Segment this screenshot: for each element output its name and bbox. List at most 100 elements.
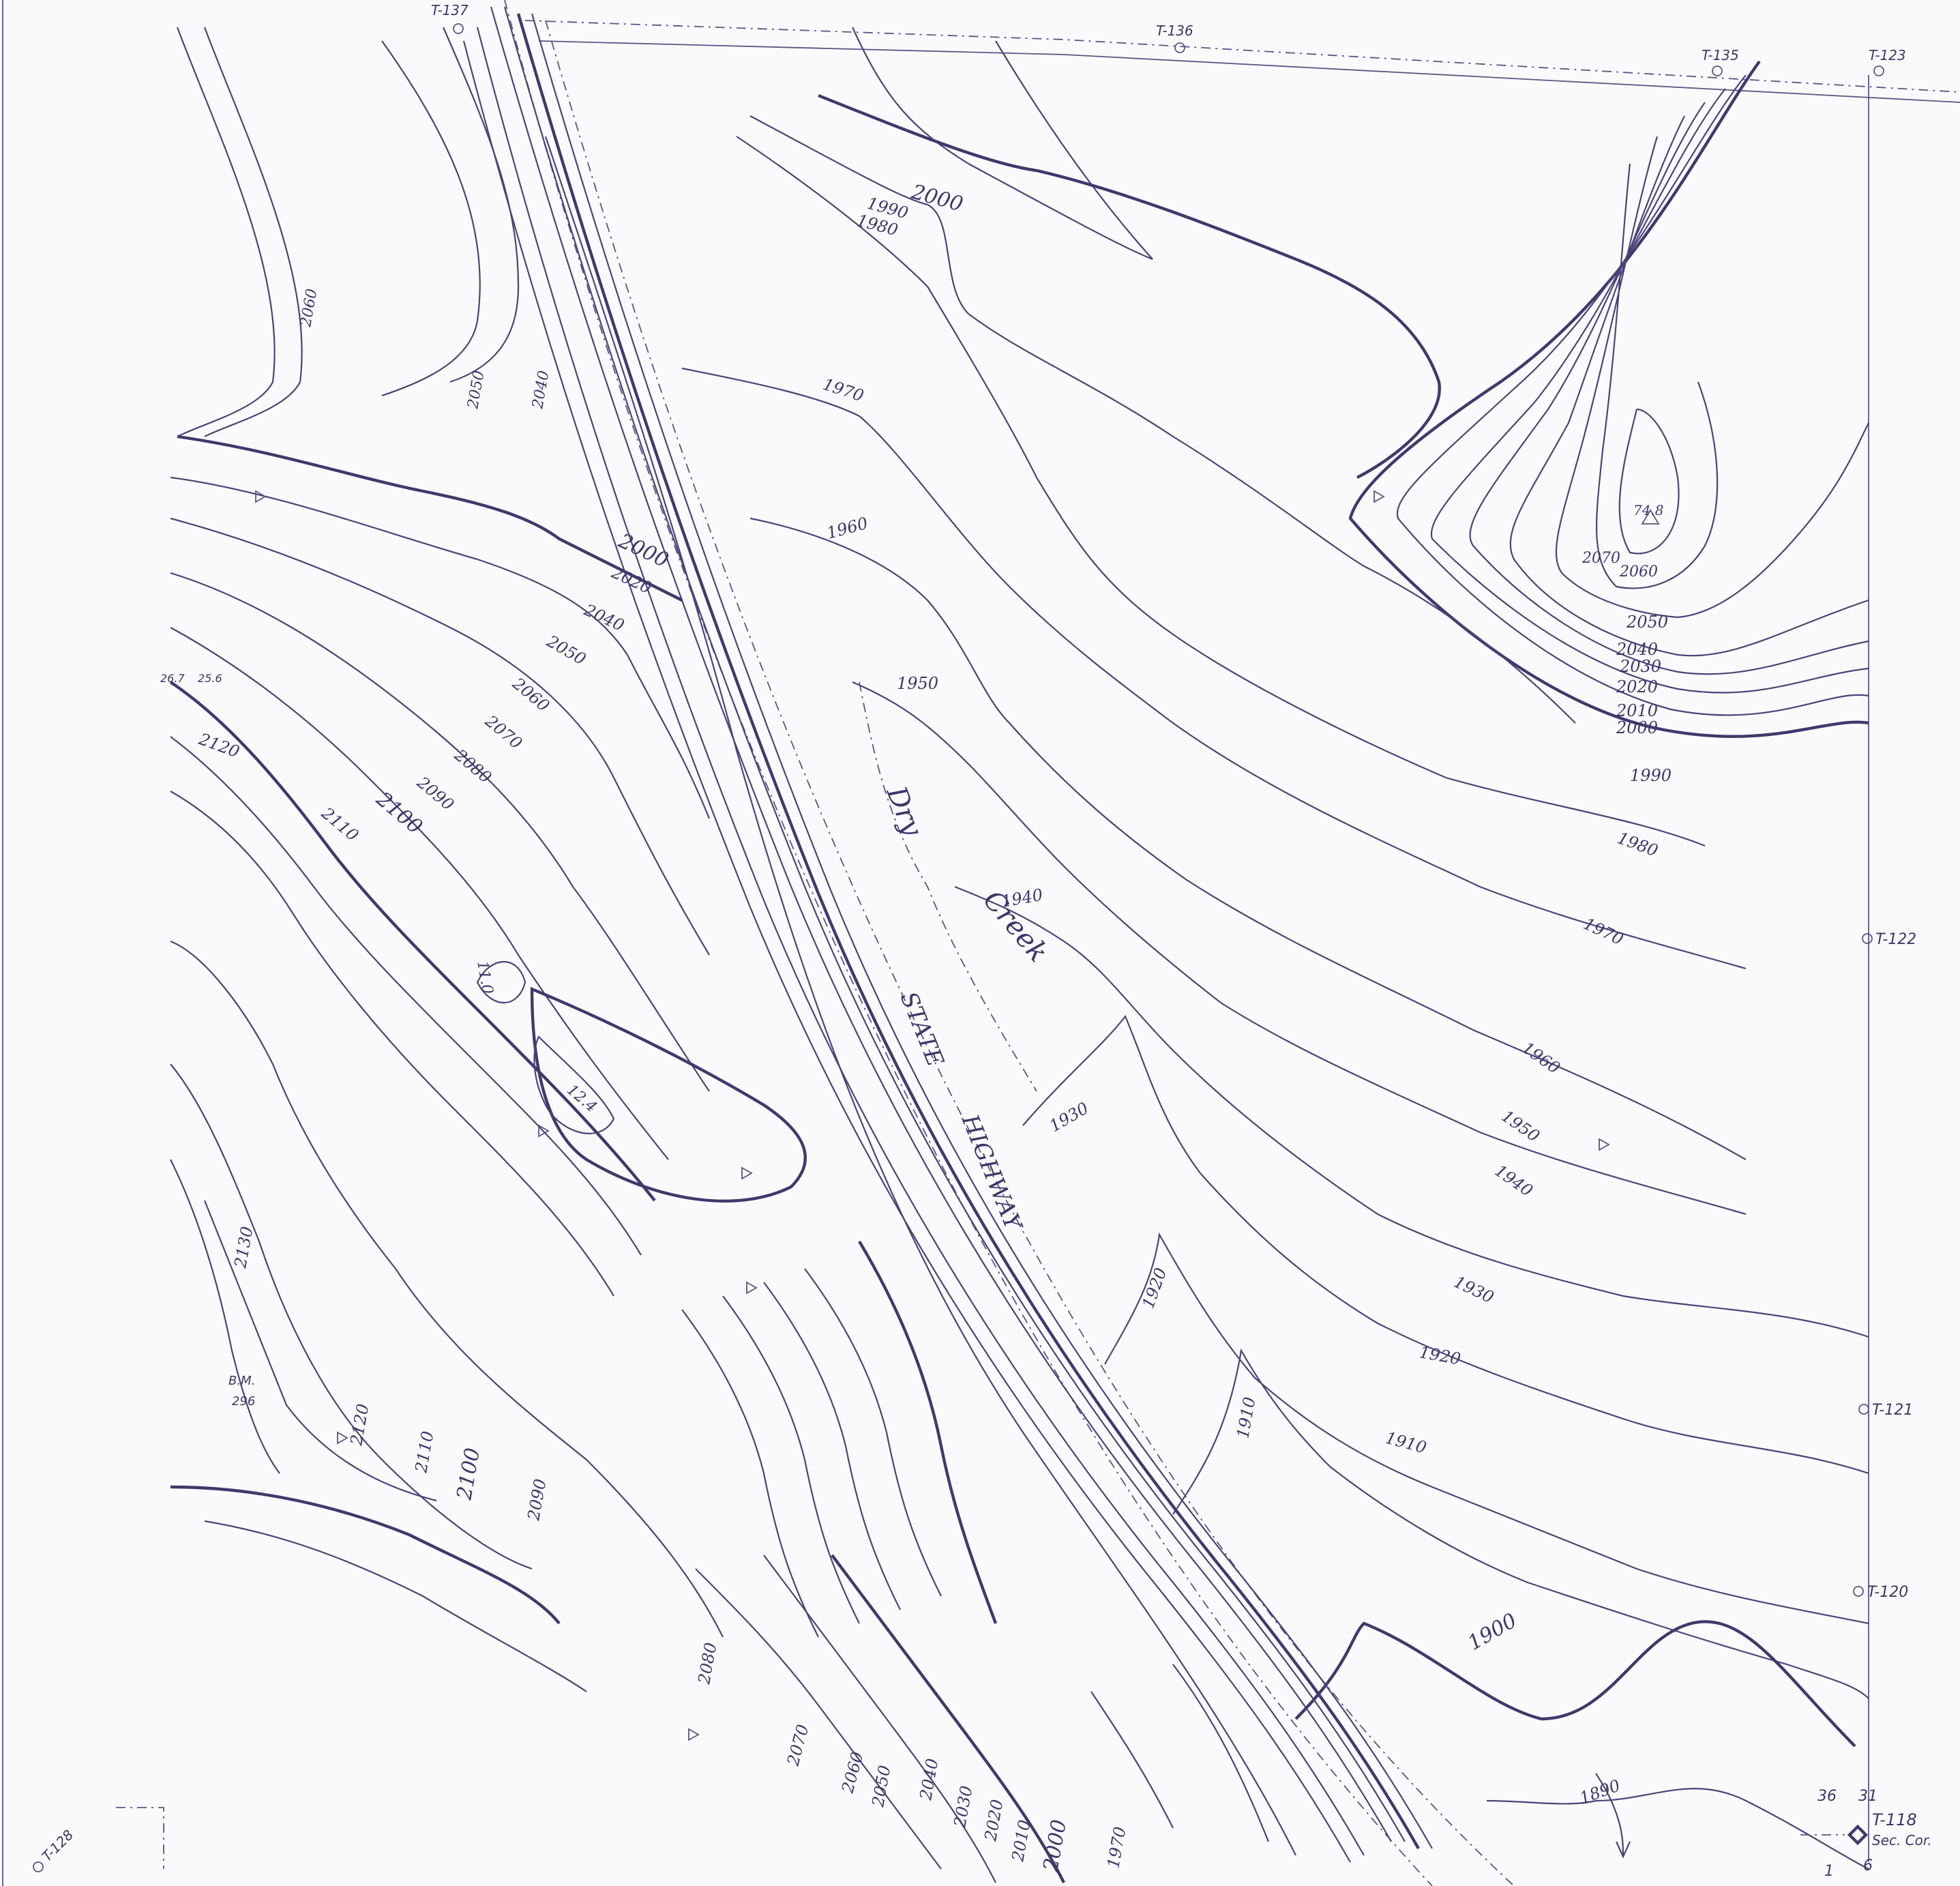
flow-arrow-icon xyxy=(1615,1841,1631,1859)
contour-label: 2050 xyxy=(464,370,488,411)
contour-label: 1980 xyxy=(1615,828,1661,860)
contour-label: 2010 xyxy=(1616,701,1658,720)
triangle-marker-icon xyxy=(1641,509,1660,525)
spot-elevation: 25.6 xyxy=(198,672,222,685)
station-marker-icon xyxy=(1174,42,1185,53)
triangle-marker-icon xyxy=(1374,490,1385,503)
corner-station-label: T-118 xyxy=(1872,1810,1917,1829)
western-ridge-contours xyxy=(169,27,1270,1883)
contour-label: 2050 xyxy=(543,631,589,668)
station-label: T-120 xyxy=(1867,1584,1908,1601)
spot-elevation: 26.7 xyxy=(160,672,185,685)
contour-label: 2120 xyxy=(346,1402,372,1447)
contour-label: 2130 xyxy=(231,1225,256,1270)
triangle-marker-icon xyxy=(337,1431,348,1445)
contour-label: 2090 xyxy=(413,773,458,814)
spot-elevation: 74.8 xyxy=(1633,502,1664,518)
contour-label: 1990 xyxy=(1630,766,1672,785)
contour-label: 2000 xyxy=(1039,1818,1071,1874)
station-label: T-136 xyxy=(1156,23,1193,39)
section-number: 1 xyxy=(1824,1863,1834,1880)
triangle-marker-icon xyxy=(741,1166,753,1180)
contour-label: 2070 xyxy=(1582,550,1620,567)
contour-label: 1930 xyxy=(1451,1272,1496,1307)
section-corner: 36 31 T-118 Sec. Cor. 1 6 xyxy=(1800,1788,1932,1880)
contour-label: 1950 xyxy=(897,674,938,693)
triangle-marker-icon xyxy=(1599,1138,1610,1151)
state-highway-west-edge xyxy=(504,0,1433,1886)
station-marker-icon xyxy=(1862,933,1873,944)
triangle-marker-icon xyxy=(688,1728,700,1741)
contour-label: 2000 xyxy=(1616,718,1658,737)
spot-elevation: 12.4 xyxy=(563,1081,600,1116)
dry-creek xyxy=(859,681,1037,1092)
station-marker-icon xyxy=(1712,65,1723,76)
contour-label: 2030 xyxy=(950,1784,976,1829)
fence-line-top xyxy=(538,40,1960,103)
contour-label: 2050 xyxy=(1626,613,1668,632)
contour-label: 2020 xyxy=(981,1798,1007,1843)
contour-label: 1940 xyxy=(1491,1161,1536,1200)
escarpment-contours xyxy=(462,6,1433,1863)
road-label-state: STATE xyxy=(895,988,949,1070)
contour-label: 2060 xyxy=(1619,563,1658,580)
contour-label: 2080 xyxy=(450,746,495,787)
contour-label: 2040 xyxy=(581,600,627,636)
section-number: 36 xyxy=(1817,1788,1837,1805)
station-marker-icon xyxy=(1853,1586,1864,1597)
contour-label: 2000 xyxy=(908,180,966,217)
station-marker-icon xyxy=(1858,1404,1869,1415)
contour-label: 1960 xyxy=(1519,1038,1564,1078)
station-marker-icon xyxy=(1873,65,1884,76)
contour-label: 1970 xyxy=(1103,1825,1129,1870)
contour-label: 1970 xyxy=(1580,914,1626,949)
contour-label: 1910 xyxy=(1383,1428,1428,1458)
section-number: 31 xyxy=(1858,1788,1877,1805)
station-marker-icon xyxy=(453,23,464,34)
contour-label: 2040 xyxy=(529,370,553,411)
contour-label: 2100 xyxy=(371,787,427,840)
contour-label: 1970 xyxy=(820,374,866,406)
contour-label: 2060 xyxy=(508,674,553,716)
creek-outlet xyxy=(1595,1773,1624,1856)
contour-label: 2080 xyxy=(694,1641,720,1686)
contour-label: 2010 xyxy=(1008,1818,1034,1863)
state-highway-east-edge xyxy=(545,20,1515,1886)
section-corner-icon xyxy=(1847,1824,1869,1846)
contour-label: 2020 xyxy=(1616,677,1658,696)
contour-label: 2060 xyxy=(837,1750,867,1795)
section-number: 6 xyxy=(1863,1857,1873,1874)
northeast-hill-contours xyxy=(851,27,1869,738)
creek-label-dry: Dry xyxy=(880,782,928,842)
contour-label: 2110 xyxy=(411,1430,437,1475)
property-corner-line xyxy=(116,1807,164,1869)
corner-label: Sec. Cor. xyxy=(1872,1832,1932,1848)
contour-label: 1920 xyxy=(1418,1342,1462,1368)
station-marker-icon xyxy=(33,1861,44,1872)
contour-label: 1920 xyxy=(1138,1265,1170,1311)
contour-label: 2120 xyxy=(196,729,242,762)
triangle-marker-icon xyxy=(255,490,267,503)
contour-label: 2060 xyxy=(297,288,321,329)
benchmark-value: 296 xyxy=(232,1394,255,1409)
station-label: T-121 xyxy=(1872,1402,1913,1419)
contour-label: 2070 xyxy=(783,1722,812,1768)
feature-labels: STATE HIGHWAY Dry Creek xyxy=(880,782,1054,1237)
station-label: T-135 xyxy=(1702,47,1739,63)
contour-label: 2100 xyxy=(452,1446,485,1502)
station-label: T-122 xyxy=(1875,931,1916,948)
contour-label: 2040 xyxy=(1616,640,1658,659)
contour-label: 2070 xyxy=(481,711,526,753)
benchmark-label: B.M. xyxy=(228,1374,255,1388)
triangle-marker-icon xyxy=(746,1281,758,1295)
station-label: T-128 xyxy=(39,1827,77,1865)
triangle-marker-icon xyxy=(538,1124,550,1138)
contour-label: 1930 xyxy=(1046,1098,1092,1136)
road-label-highway: HIGHWAY xyxy=(955,1110,1028,1236)
contour-label: 1960 xyxy=(825,514,870,543)
contour-label: 1950 xyxy=(1498,1106,1543,1146)
contour-label: 2090 xyxy=(524,1477,550,1522)
valley-contours xyxy=(681,93,1869,1870)
